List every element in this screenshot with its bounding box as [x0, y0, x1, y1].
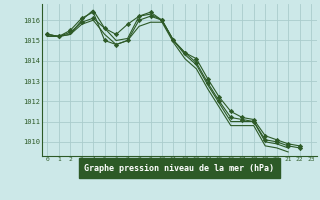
- X-axis label: Graphe pression niveau de la mer (hPa): Graphe pression niveau de la mer (hPa): [84, 164, 274, 173]
